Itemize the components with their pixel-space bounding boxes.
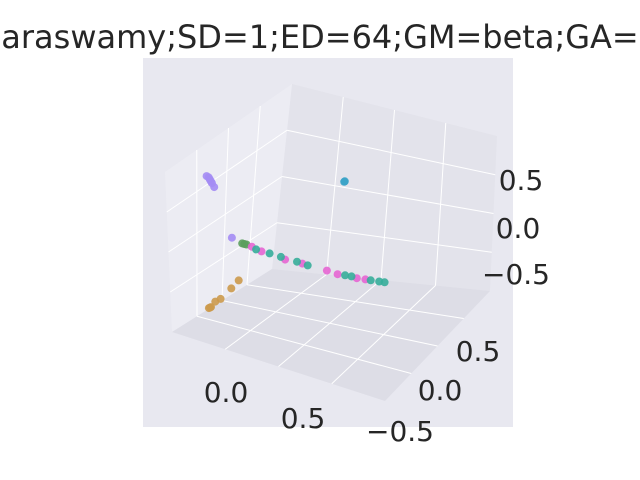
grid-line [221,300,438,347]
pane-floor [172,269,490,401]
data-point [207,303,215,312]
tick-label: 0.0 [418,374,463,407]
data-point [216,294,225,303]
data-point [380,278,389,287]
grid-line [435,122,447,286]
grid-line [166,129,288,213]
tick-label: −0.5 [482,258,550,291]
data-point [227,233,236,242]
grid-line [246,284,464,319]
data-point [347,272,356,281]
data-point [210,183,219,192]
data-point [252,245,261,254]
data-point [341,271,350,280]
data-point [322,266,331,275]
data-point [234,276,243,285]
data-point [227,284,236,293]
data-point [265,249,274,258]
chart-title: araswamy;SD=1;ED=64;GM=beta;GA= [1,18,638,56]
grid-line [331,285,436,385]
tick-label: 0.0 [204,376,249,409]
data-point [276,252,285,261]
data-point [340,177,349,186]
grid-line [286,129,496,176]
plot-area: 0.0 0.5 0.5 0.0 −0.5 0.5 0.0 −0.5 [143,58,550,448]
tick-label: −0.5 [366,415,434,448]
data-point [366,276,375,285]
tick-label: 0.5 [456,335,501,368]
tick-label: 0.0 [496,212,541,245]
grid-line [246,105,261,285]
data-point [333,270,342,279]
pane-back [272,84,497,291]
grid-line [168,176,283,253]
data-point [293,257,301,266]
tick-label: 0.5 [281,402,326,435]
grid-line [281,176,494,214]
data-point [303,261,312,270]
tick-label: 0.5 [499,164,544,197]
